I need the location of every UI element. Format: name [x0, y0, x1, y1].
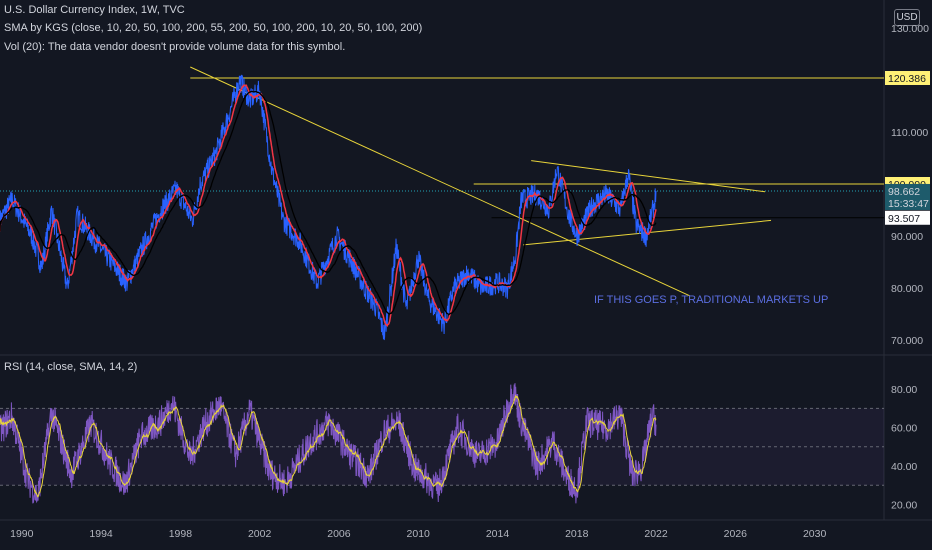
- rsi-legend: RSI (14, close, SMA, 14, 2): [4, 361, 138, 373]
- trendlines: [0, 66, 884, 297]
- time-tick-label: 2026: [724, 528, 748, 540]
- sma-legend: SMA by KGS (close, 10, 20, 50, 100, 200,…: [4, 22, 423, 34]
- time-tick-label: 2014: [486, 528, 510, 540]
- sma-50-line: [0, 90, 657, 316]
- rsi-tick-label: 20.00: [891, 499, 917, 511]
- price-tick-label: 80.000: [891, 283, 923, 295]
- rsi-ma-line: [0, 394, 657, 498]
- time-tick-label: 2002: [248, 528, 272, 540]
- time-tick-label: 2022: [644, 528, 668, 540]
- chart-title: U.S. Dollar Currency Index, 1W, TVC: [4, 4, 185, 16]
- time-tick-label: 1994: [89, 528, 113, 540]
- price-label-120-bg: [885, 70, 930, 85]
- volume-legend: Vol (20): The data vendor doesn't provid…: [4, 41, 346, 53]
- countdown-label: 15:33:47: [888, 198, 929, 210]
- time-tick-label: 1998: [169, 528, 193, 540]
- price-tick-label: 110.000: [891, 127, 928, 139]
- price-line: [0, 74, 657, 341]
- annotation-text: IF THIS GOES P, TRADITIONAL MARKETS UP: [594, 294, 828, 306]
- price-tick-label: 70.000: [891, 335, 923, 347]
- rsi-line: [0, 383, 657, 504]
- falling-trendline: [190, 66, 690, 297]
- rsi-tick-label: 80.00: [891, 384, 917, 396]
- price-label-93-bg: [885, 210, 930, 225]
- time-tick-label: 1990: [10, 528, 34, 540]
- time-tick-label: 2018: [565, 528, 589, 540]
- price-label-current: 98.662: [888, 186, 920, 198]
- currency-button[interactable]: USD: [894, 9, 920, 26]
- sma-20-line: [0, 83, 657, 328]
- time-tick-label: 2030: [803, 528, 827, 540]
- price-series: [0, 74, 657, 341]
- time-tick-label: 2006: [327, 528, 351, 540]
- price-label-current-bg: [885, 183, 930, 210]
- axes: 130.000110.000100.00090.00080.00070.0001…: [10, 23, 930, 540]
- price-label-120: 120.386: [888, 73, 926, 85]
- price-tick-label: 90.000: [891, 231, 923, 243]
- time-tick-label: 2010: [407, 528, 431, 540]
- price-tick-label: 130.000: [891, 23, 929, 35]
- rsi-series: [0, 383, 884, 504]
- price-label-93: 93.507: [888, 213, 920, 225]
- rsi-tick-label: 60.00: [891, 423, 917, 435]
- grid: [0, 0, 932, 521]
- upper-channel-line: [531, 160, 766, 193]
- rsi-tick-label: 40.00: [891, 461, 917, 473]
